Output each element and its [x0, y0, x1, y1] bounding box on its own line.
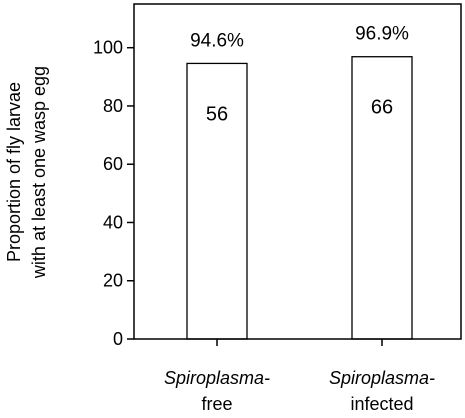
bar-count-label: 56: [206, 103, 228, 125]
y-tick-label: 100: [93, 38, 123, 58]
y-tick-label: 0: [113, 329, 123, 349]
bar: [351, 56, 413, 340]
y-tick-label: 60: [103, 154, 123, 174]
bar-percent-label: 96.9%: [355, 24, 409, 45]
y-axis-label-line-2: with at least one wasp egg: [29, 66, 49, 279]
y-tick-label: 80: [103, 96, 123, 116]
y-tick-label: 40: [103, 212, 123, 232]
x-category-label-line-1: Spiroplasma-: [329, 368, 435, 388]
x-category-label-line-1: Spiroplasma-: [164, 368, 270, 388]
plot-area-frame: [133, 3, 462, 340]
bar-count-label: 66: [371, 97, 393, 119]
y-tick-label: 20: [103, 271, 123, 291]
x-category-label-line-2: free: [201, 394, 232, 414]
bar-percent-label: 94.6%: [190, 30, 244, 51]
x-category-label-line-2: infected: [350, 394, 413, 414]
y-axis-label-line-1: Proportion of fly larvae: [4, 82, 24, 262]
y-axis-label: Proportion of fly larvae with at least o…: [4, 66, 49, 279]
